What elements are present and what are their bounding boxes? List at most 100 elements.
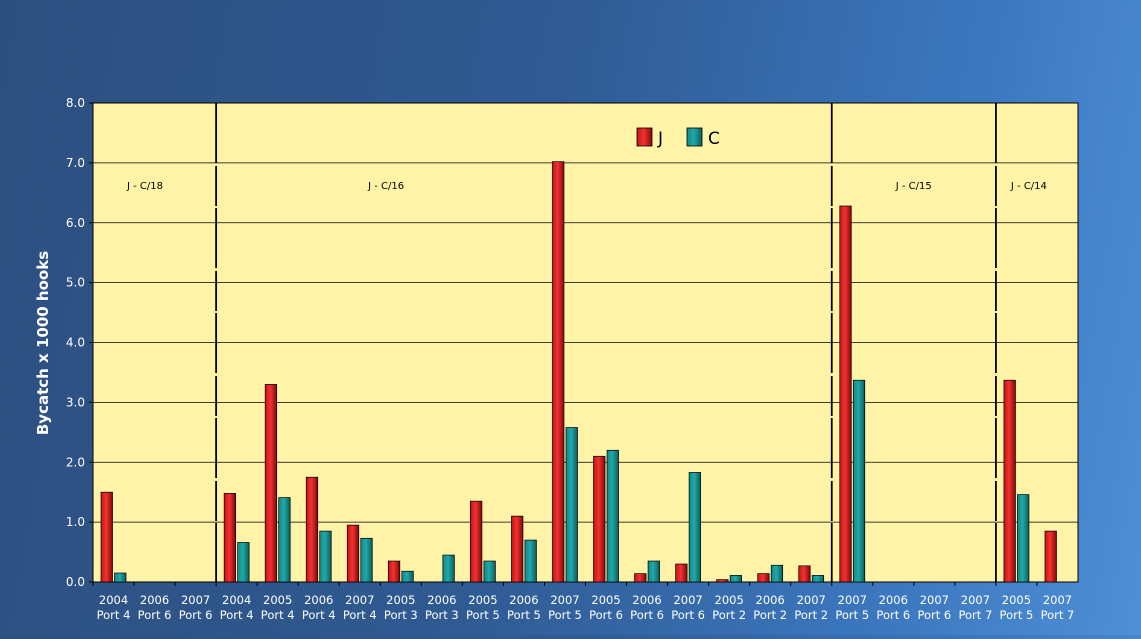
x-tick-port: Port 6 <box>589 608 623 622</box>
group-annotation: J - C/18 <box>126 181 163 192</box>
bar-j <box>594 456 606 582</box>
x-tick-port: Port 6 <box>671 608 705 622</box>
x-tick-year: 2005 <box>1002 593 1031 607</box>
x-tick-port: Port 4 <box>302 608 336 622</box>
x-tick-port: Port 3 <box>384 608 418 622</box>
bar-j <box>676 564 688 582</box>
x-tick-year: 2005 <box>263 593 292 607</box>
bar-j <box>1045 531 1057 582</box>
x-tick-year: 2005 <box>715 593 744 607</box>
x-tick-port: Port 2 <box>753 608 787 622</box>
bar-c <box>115 573 127 582</box>
bar-j <box>758 574 770 582</box>
x-tick-port: Port 4 <box>261 608 295 622</box>
plot-area <box>93 103 1078 582</box>
y-tick-label: 5.0 <box>66 276 85 290</box>
x-tick-year: 2006 <box>509 593 538 607</box>
bar-j <box>306 477 318 582</box>
x-tick-year: 2006 <box>304 593 333 607</box>
bar-c <box>361 538 373 582</box>
bar-j <box>265 384 277 582</box>
bar-j <box>347 525 359 582</box>
x-tick-port: Port 4 <box>220 608 254 622</box>
y-tick-label: 8.0 <box>66 96 85 110</box>
legend-label-j: J <box>657 129 663 149</box>
x-tick-port: Port 6 <box>138 608 172 622</box>
bar-j <box>840 206 852 582</box>
y-tick-label: 4.0 <box>66 336 85 350</box>
bar-j <box>511 516 523 582</box>
x-tick-port: Port 5 <box>548 608 582 622</box>
legend-label-c: C <box>708 129 720 149</box>
legend-swatch-j <box>637 128 652 146</box>
x-tick-port: Port 6 <box>179 608 213 622</box>
y-tick-label: 7.0 <box>66 156 85 170</box>
bar-c <box>484 561 496 582</box>
x-tick-year: 2007 <box>181 593 210 607</box>
y-axis-label: Bycatch x 1000 hooks <box>34 251 52 435</box>
bar-j <box>799 566 811 582</box>
y-tick-label: 0.0 <box>66 575 85 589</box>
x-tick-year: 2007 <box>920 593 949 607</box>
x-tick-year: 2007 <box>961 593 990 607</box>
bar-c <box>238 542 250 582</box>
x-tick-port: Port 4 <box>343 608 377 622</box>
x-tick-port: Port 6 <box>630 608 664 622</box>
bar-c <box>320 531 332 582</box>
bar-j <box>470 501 482 582</box>
x-tick-year: 2007 <box>345 593 374 607</box>
x-tick-port: Port 7 <box>1041 608 1075 622</box>
x-tick-port: Port 5 <box>466 608 500 622</box>
bar-c <box>279 498 291 582</box>
bar-c <box>1017 495 1029 582</box>
x-tick-port: Port 4 <box>97 608 131 622</box>
x-tick-year: 2005 <box>468 593 497 607</box>
x-tick-year: 2007 <box>838 593 867 607</box>
y-tick-label: 3.0 <box>66 395 85 409</box>
bar-j <box>635 574 647 582</box>
x-tick-year: 2006 <box>879 593 908 607</box>
bar-j <box>717 580 729 582</box>
x-tick-port: Port 6 <box>876 608 910 622</box>
x-tick-year: 2004 <box>99 593 128 607</box>
x-tick-year: 2007 <box>550 593 579 607</box>
y-tick-label: 2.0 <box>66 455 85 469</box>
bar-c <box>812 575 824 582</box>
bar-j <box>101 492 113 582</box>
x-tick-year: 2005 <box>386 593 415 607</box>
x-tick-year: 2004 <box>222 593 251 607</box>
bar-c <box>689 472 701 582</box>
x-tick-year: 2005 <box>591 593 620 607</box>
x-tick-year: 2006 <box>756 593 785 607</box>
x-tick-year: 2006 <box>427 593 456 607</box>
y-tick-label: 1.0 <box>66 515 85 529</box>
x-tick-year: 2006 <box>632 593 661 607</box>
x-tick-port: Port 6 <box>917 608 951 622</box>
x-tick-year: 2007 <box>797 593 826 607</box>
bar-c <box>730 575 742 582</box>
bar-j <box>1004 380 1016 582</box>
x-tick-year: 2007 <box>673 593 702 607</box>
bar-c <box>566 428 578 582</box>
x-tick-port: Port 7 <box>959 608 993 622</box>
group-annotation: J - C/16 <box>367 181 404 192</box>
x-tick-port: Port 2 <box>712 608 746 622</box>
bar-c <box>853 380 865 582</box>
x-tick-port: Port 5 <box>1000 608 1034 622</box>
bar-j <box>388 561 400 582</box>
bar-c <box>525 540 537 582</box>
bar-c <box>771 565 783 582</box>
group-annotation: J - C/14 <box>1010 181 1047 192</box>
bar-j <box>552 162 564 582</box>
bar-c <box>607 450 619 582</box>
bar-c <box>648 561 660 582</box>
x-tick-port: Port 3 <box>425 608 459 622</box>
x-tick-port: Port 5 <box>835 608 869 622</box>
y-tick-label: 6.0 <box>66 216 85 230</box>
x-tick-year: 2006 <box>140 593 169 607</box>
x-tick-port: Port 2 <box>794 608 828 622</box>
bar-j <box>224 493 236 582</box>
legend-swatch-c <box>687 128 702 146</box>
